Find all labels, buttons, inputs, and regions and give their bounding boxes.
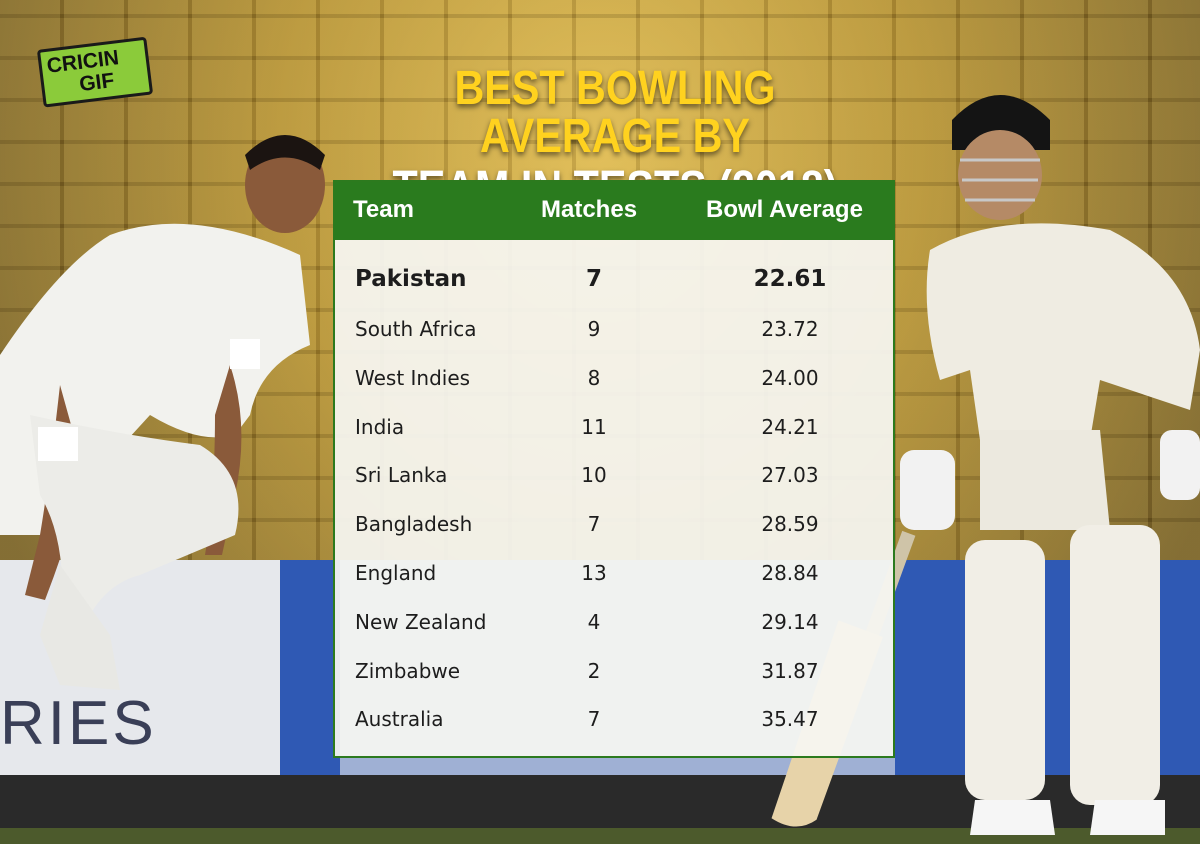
average-cell: 24.21: [761, 414, 819, 439]
average-cell: 23.72: [761, 317, 819, 341]
average-cell: 22.61: [753, 266, 827, 292]
team-cell: England: [355, 561, 437, 585]
table-row: Sri Lanka 10 27.03: [335, 452, 893, 498]
stats-table: Team Matches Bowl Average Pakistan 7 22.61…: [333, 180, 895, 758]
average-cell: 27.03: [761, 463, 819, 488]
table-header: Team Matches Bowl Average: [335, 182, 893, 240]
table-row: India 11 24.21: [335, 404, 893, 450]
table-row: West Indies 8 24.00: [335, 355, 893, 401]
table-row: Australia 7 35.47: [335, 696, 893, 742]
title-line-1: BEST BOWLING AVERAGE BY: [454, 62, 776, 163]
matches-cell: 9: [587, 317, 601, 341]
matches-cell: 10: [581, 463, 607, 488]
table-row: New Zealand 4 29.14: [335, 599, 893, 645]
table-row: England 13 28.84: [335, 550, 893, 596]
team-cell: Bangladesh: [355, 512, 473, 537]
advertising-board-left: [0, 560, 280, 775]
team-cell: India: [355, 414, 405, 439]
header-team: Team: [353, 196, 414, 223]
bowler-player-image: [0, 135, 325, 690]
matches-cell: 11: [581, 414, 607, 439]
team-cell: Zimbabwe: [355, 658, 461, 683]
table-row: Bangladesh 7 28.59: [335, 501, 893, 547]
table-row: Zimbabwe 2 31.87: [335, 648, 893, 694]
team-cell: Australia: [355, 707, 444, 732]
average-cell: 24.00: [761, 365, 819, 390]
matches-cell: 7: [587, 512, 601, 537]
matches-cell: 13: [581, 561, 607, 585]
matches-cell: 8: [587, 365, 601, 390]
average-cell: 35.47: [761, 707, 819, 732]
matches-cell: 2: [587, 658, 601, 683]
header-matches: Matches: [541, 196, 638, 223]
board-text: RIES: [0, 689, 157, 758]
table-row: Pakistan 7 22.61: [335, 256, 893, 302]
team-cell: West Indies: [355, 365, 471, 390]
batsman-player-image: [900, 95, 1200, 835]
average-cell: 28.84: [761, 561, 819, 585]
matches-cell: 7: [585, 266, 602, 292]
matches-cell: 4: [587, 609, 601, 634]
team-cell: Sri Lanka: [355, 463, 448, 488]
ground: [0, 828, 1200, 844]
average-cell: 28.59: [761, 512, 819, 537]
average-cell: 31.87: [761, 658, 819, 683]
advertising-board-blue: [280, 560, 340, 775]
average-cell: 29.14: [761, 609, 819, 634]
team-cell: Pakistan: [355, 266, 467, 292]
matches-cell: 7: [587, 707, 601, 732]
team-cell: New Zealand: [355, 609, 487, 634]
team-cell: South Africa: [355, 317, 477, 341]
header-average: Bowl Average: [706, 196, 863, 223]
table-row: South Africa 9 23.72: [335, 306, 893, 352]
logo-text-line2: GIF: [78, 68, 116, 97]
